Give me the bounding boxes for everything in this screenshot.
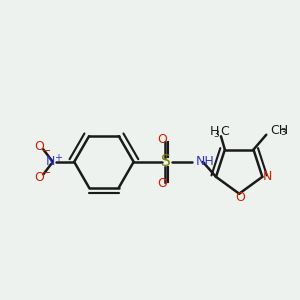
Text: N: N [263, 170, 272, 183]
Text: C: C [220, 125, 229, 138]
Text: −: − [42, 168, 52, 178]
Text: N: N [46, 155, 55, 168]
Text: NH: NH [196, 155, 215, 168]
Text: O: O [158, 134, 167, 146]
Text: CH: CH [270, 124, 288, 137]
Text: H: H [210, 125, 220, 138]
Text: +: + [54, 153, 62, 163]
Text: 3: 3 [280, 128, 286, 137]
Text: O: O [34, 171, 44, 184]
Text: O: O [34, 140, 44, 153]
Text: O: O [236, 191, 246, 204]
Text: S: S [161, 154, 171, 169]
Text: O: O [158, 177, 167, 190]
Text: 3: 3 [213, 130, 219, 139]
Text: −: − [42, 146, 52, 156]
